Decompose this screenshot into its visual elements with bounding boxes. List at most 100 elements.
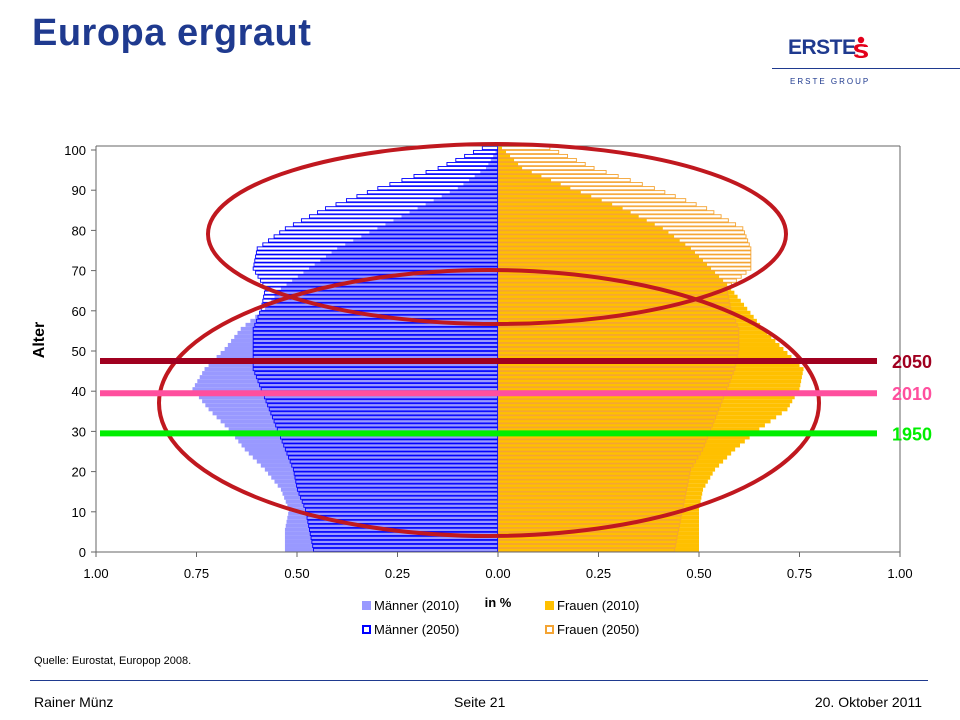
x-tick-label: 0.75	[787, 566, 812, 581]
bar	[497, 443, 705, 448]
bar	[497, 206, 708, 211]
bar	[498, 262, 708, 267]
x-tick-label: 0.00	[485, 566, 510, 581]
bar	[498, 423, 765, 428]
bar	[498, 218, 647, 223]
bar	[252, 326, 499, 331]
bar	[204, 367, 499, 372]
bar	[498, 266, 712, 271]
bar	[497, 170, 607, 175]
bar	[498, 294, 738, 299]
bar	[497, 439, 707, 444]
x-tick-label: 0.50	[284, 566, 309, 581]
bar	[291, 463, 499, 468]
bar	[308, 523, 499, 528]
bar	[262, 242, 499, 247]
bar	[259, 383, 499, 388]
bar	[284, 539, 498, 544]
bar	[498, 162, 519, 167]
bar	[212, 411, 498, 416]
bar	[497, 290, 728, 295]
bar	[280, 286, 498, 291]
bar	[241, 443, 499, 448]
bar	[296, 483, 499, 488]
bar	[433, 198, 498, 203]
bar	[498, 459, 724, 464]
y-tick-label: 60	[72, 304, 86, 319]
source-note: Quelle: Eurostat, Europop 2008.	[34, 655, 192, 667]
bar	[304, 507, 499, 512]
bars-layer	[192, 145, 804, 553]
bar	[252, 342, 499, 348]
bar	[498, 451, 732, 456]
bar	[497, 198, 687, 203]
bar	[498, 250, 695, 255]
bar	[273, 234, 499, 239]
bar	[356, 194, 499, 199]
bar	[271, 298, 498, 303]
bar	[285, 523, 498, 528]
bar	[284, 547, 498, 552]
bar	[401, 178, 499, 183]
bar	[498, 435, 750, 440]
bar	[312, 543, 499, 549]
bar	[244, 447, 498, 452]
bar	[497, 162, 586, 167]
bar	[497, 399, 723, 404]
bar	[248, 451, 498, 456]
bar	[498, 411, 782, 416]
bar	[498, 379, 802, 384]
bar	[228, 427, 498, 432]
bar	[284, 495, 498, 500]
y-tick-label: 70	[72, 264, 86, 279]
bar	[284, 226, 499, 231]
bar	[495, 150, 498, 155]
bar	[498, 463, 720, 468]
bar	[498, 419, 771, 424]
bar	[498, 515, 699, 520]
bar	[285, 499, 498, 504]
bar	[296, 487, 499, 492]
legend: Männer (2010) Frauen (2010) Männer (2050) F…	[362, 598, 639, 637]
bar	[497, 178, 631, 183]
bar	[275, 423, 499, 428]
bar	[274, 479, 498, 484]
bar	[498, 150, 507, 155]
bar	[497, 383, 729, 388]
x-tick-label: 1.00	[887, 566, 912, 581]
bar	[377, 226, 498, 231]
bar	[337, 246, 498, 251]
bar	[286, 282, 498, 287]
bar	[498, 539, 699, 544]
bar	[498, 230, 669, 235]
axes-layer: 1.00 0.75 0.50 0.25 0.00 0.25 0.50 0.75 1.00 0 10 2…	[64, 143, 912, 581]
bar	[498, 298, 741, 303]
bar	[497, 262, 752, 267]
footer-page: Seite 21	[454, 694, 506, 710]
bar	[498, 210, 631, 215]
bar	[385, 222, 498, 227]
y-tick-label: 100	[64, 143, 86, 158]
bar	[498, 427, 760, 432]
y-tick-label: 30	[72, 424, 86, 439]
bar	[498, 407, 788, 412]
bar	[307, 519, 499, 524]
bar	[292, 278, 498, 283]
bar	[498, 322, 761, 327]
bar	[268, 238, 499, 243]
page-title: Europa ergraut	[32, 12, 312, 54]
bar	[498, 274, 720, 279]
bar	[497, 503, 684, 508]
logo-divider	[772, 68, 960, 69]
bar	[498, 334, 772, 339]
bar	[260, 463, 498, 468]
legend-label: Frauen (2050)	[557, 622, 639, 637]
bar	[498, 214, 639, 219]
bar	[497, 463, 694, 468]
bar	[250, 318, 498, 323]
bar	[498, 242, 686, 247]
bar	[497, 298, 730, 303]
bar	[497, 423, 713, 428]
bar	[300, 218, 499, 223]
bar	[252, 350, 499, 356]
